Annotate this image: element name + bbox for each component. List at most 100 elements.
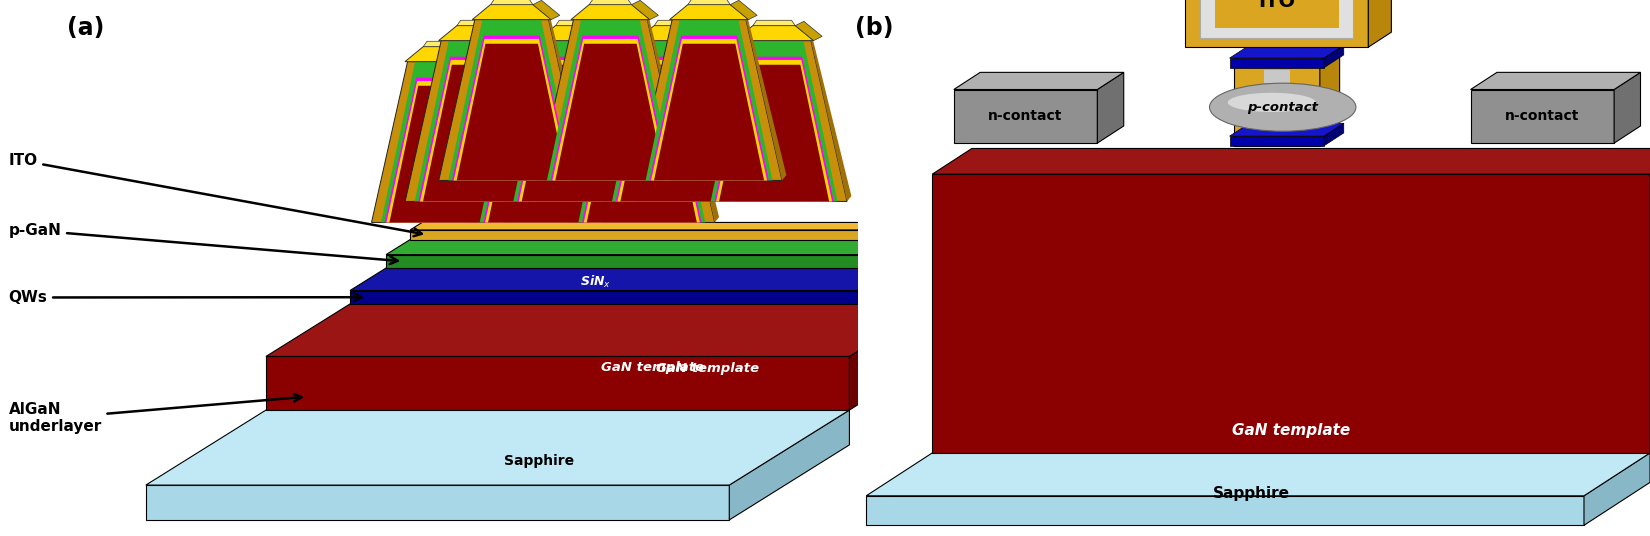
Polygon shape xyxy=(970,240,993,268)
Polygon shape xyxy=(449,20,576,181)
Polygon shape xyxy=(516,57,637,202)
Polygon shape xyxy=(381,62,508,222)
Polygon shape xyxy=(556,20,597,26)
Text: GaN template: GaN template xyxy=(1233,423,1350,438)
Polygon shape xyxy=(795,21,822,41)
Polygon shape xyxy=(1264,70,1290,83)
Polygon shape xyxy=(1214,0,1338,28)
Polygon shape xyxy=(678,62,719,222)
Polygon shape xyxy=(645,20,772,181)
Text: (a): (a) xyxy=(68,16,104,40)
Polygon shape xyxy=(752,20,795,26)
Polygon shape xyxy=(411,222,1005,230)
Polygon shape xyxy=(932,174,1650,453)
Polygon shape xyxy=(632,1,658,20)
Polygon shape xyxy=(1323,123,1343,146)
Polygon shape xyxy=(866,496,1584,525)
Polygon shape xyxy=(866,453,1650,496)
Polygon shape xyxy=(1229,123,1343,136)
Polygon shape xyxy=(714,57,833,202)
Polygon shape xyxy=(266,356,850,410)
Polygon shape xyxy=(850,304,934,410)
Text: GaN template: GaN template xyxy=(657,362,759,375)
Polygon shape xyxy=(1229,45,1343,58)
Polygon shape xyxy=(584,81,700,222)
Text: (b): (b) xyxy=(855,16,894,40)
Polygon shape xyxy=(500,21,526,41)
Polygon shape xyxy=(954,90,1097,143)
Polygon shape xyxy=(932,148,1650,174)
Polygon shape xyxy=(386,240,993,255)
Polygon shape xyxy=(1229,58,1323,68)
Polygon shape xyxy=(266,304,934,356)
Polygon shape xyxy=(411,230,993,240)
Polygon shape xyxy=(746,20,787,181)
Polygon shape xyxy=(1234,60,1320,146)
Polygon shape xyxy=(934,268,970,304)
Polygon shape xyxy=(513,41,640,202)
Polygon shape xyxy=(483,78,602,222)
Text: p-GaN: p-GaN xyxy=(8,223,398,264)
Text: p-contact: p-contact xyxy=(1247,101,1318,114)
Polygon shape xyxy=(647,20,688,181)
Polygon shape xyxy=(734,26,813,41)
Text: SiN$_x$: SiN$_x$ xyxy=(581,274,612,291)
Polygon shape xyxy=(571,5,650,20)
Polygon shape xyxy=(533,1,559,20)
Polygon shape xyxy=(1584,453,1650,525)
Polygon shape xyxy=(620,41,663,47)
Polygon shape xyxy=(711,41,838,202)
Text: GaN template: GaN template xyxy=(601,361,705,374)
Text: ITO: ITO xyxy=(1259,0,1295,11)
Polygon shape xyxy=(1097,72,1124,143)
Polygon shape xyxy=(602,41,749,202)
Polygon shape xyxy=(617,60,733,202)
Polygon shape xyxy=(472,5,551,20)
Polygon shape xyxy=(538,26,615,41)
Polygon shape xyxy=(490,0,533,5)
Polygon shape xyxy=(954,72,1124,90)
Ellipse shape xyxy=(1209,83,1356,131)
Polygon shape xyxy=(716,60,832,202)
Polygon shape xyxy=(652,39,767,181)
Polygon shape xyxy=(389,86,500,222)
Polygon shape xyxy=(439,26,518,41)
Polygon shape xyxy=(350,291,934,304)
Polygon shape xyxy=(421,60,536,202)
Polygon shape xyxy=(1470,90,1614,143)
Text: QWs: QWs xyxy=(8,290,361,305)
Polygon shape xyxy=(488,86,599,222)
Polygon shape xyxy=(414,41,541,202)
Polygon shape xyxy=(1200,0,1353,38)
Polygon shape xyxy=(452,36,571,181)
Ellipse shape xyxy=(1228,93,1315,112)
Polygon shape xyxy=(371,62,518,222)
Polygon shape xyxy=(422,65,533,202)
Polygon shape xyxy=(1470,72,1640,90)
Polygon shape xyxy=(615,57,736,202)
Polygon shape xyxy=(582,78,701,222)
Polygon shape xyxy=(1229,136,1323,146)
Polygon shape xyxy=(482,62,521,222)
Polygon shape xyxy=(521,41,564,47)
Polygon shape xyxy=(538,20,683,181)
Polygon shape xyxy=(701,41,846,202)
Polygon shape xyxy=(635,26,714,41)
Text: n-contact: n-contact xyxy=(988,109,1063,123)
Polygon shape xyxy=(386,255,970,268)
Polygon shape xyxy=(719,65,830,202)
Polygon shape xyxy=(480,62,607,222)
Polygon shape xyxy=(731,1,757,20)
Polygon shape xyxy=(515,41,556,202)
Text: n-contact: n-contact xyxy=(1505,109,1579,123)
Polygon shape xyxy=(729,410,850,520)
Polygon shape xyxy=(696,21,723,41)
Polygon shape xyxy=(457,20,500,26)
Polygon shape xyxy=(653,44,764,181)
Polygon shape xyxy=(1323,45,1343,68)
Text: Sapphire: Sapphire xyxy=(503,454,574,468)
Text: ITO: ITO xyxy=(8,153,422,236)
Polygon shape xyxy=(564,42,591,62)
Polygon shape xyxy=(648,36,769,181)
Polygon shape xyxy=(457,44,566,181)
